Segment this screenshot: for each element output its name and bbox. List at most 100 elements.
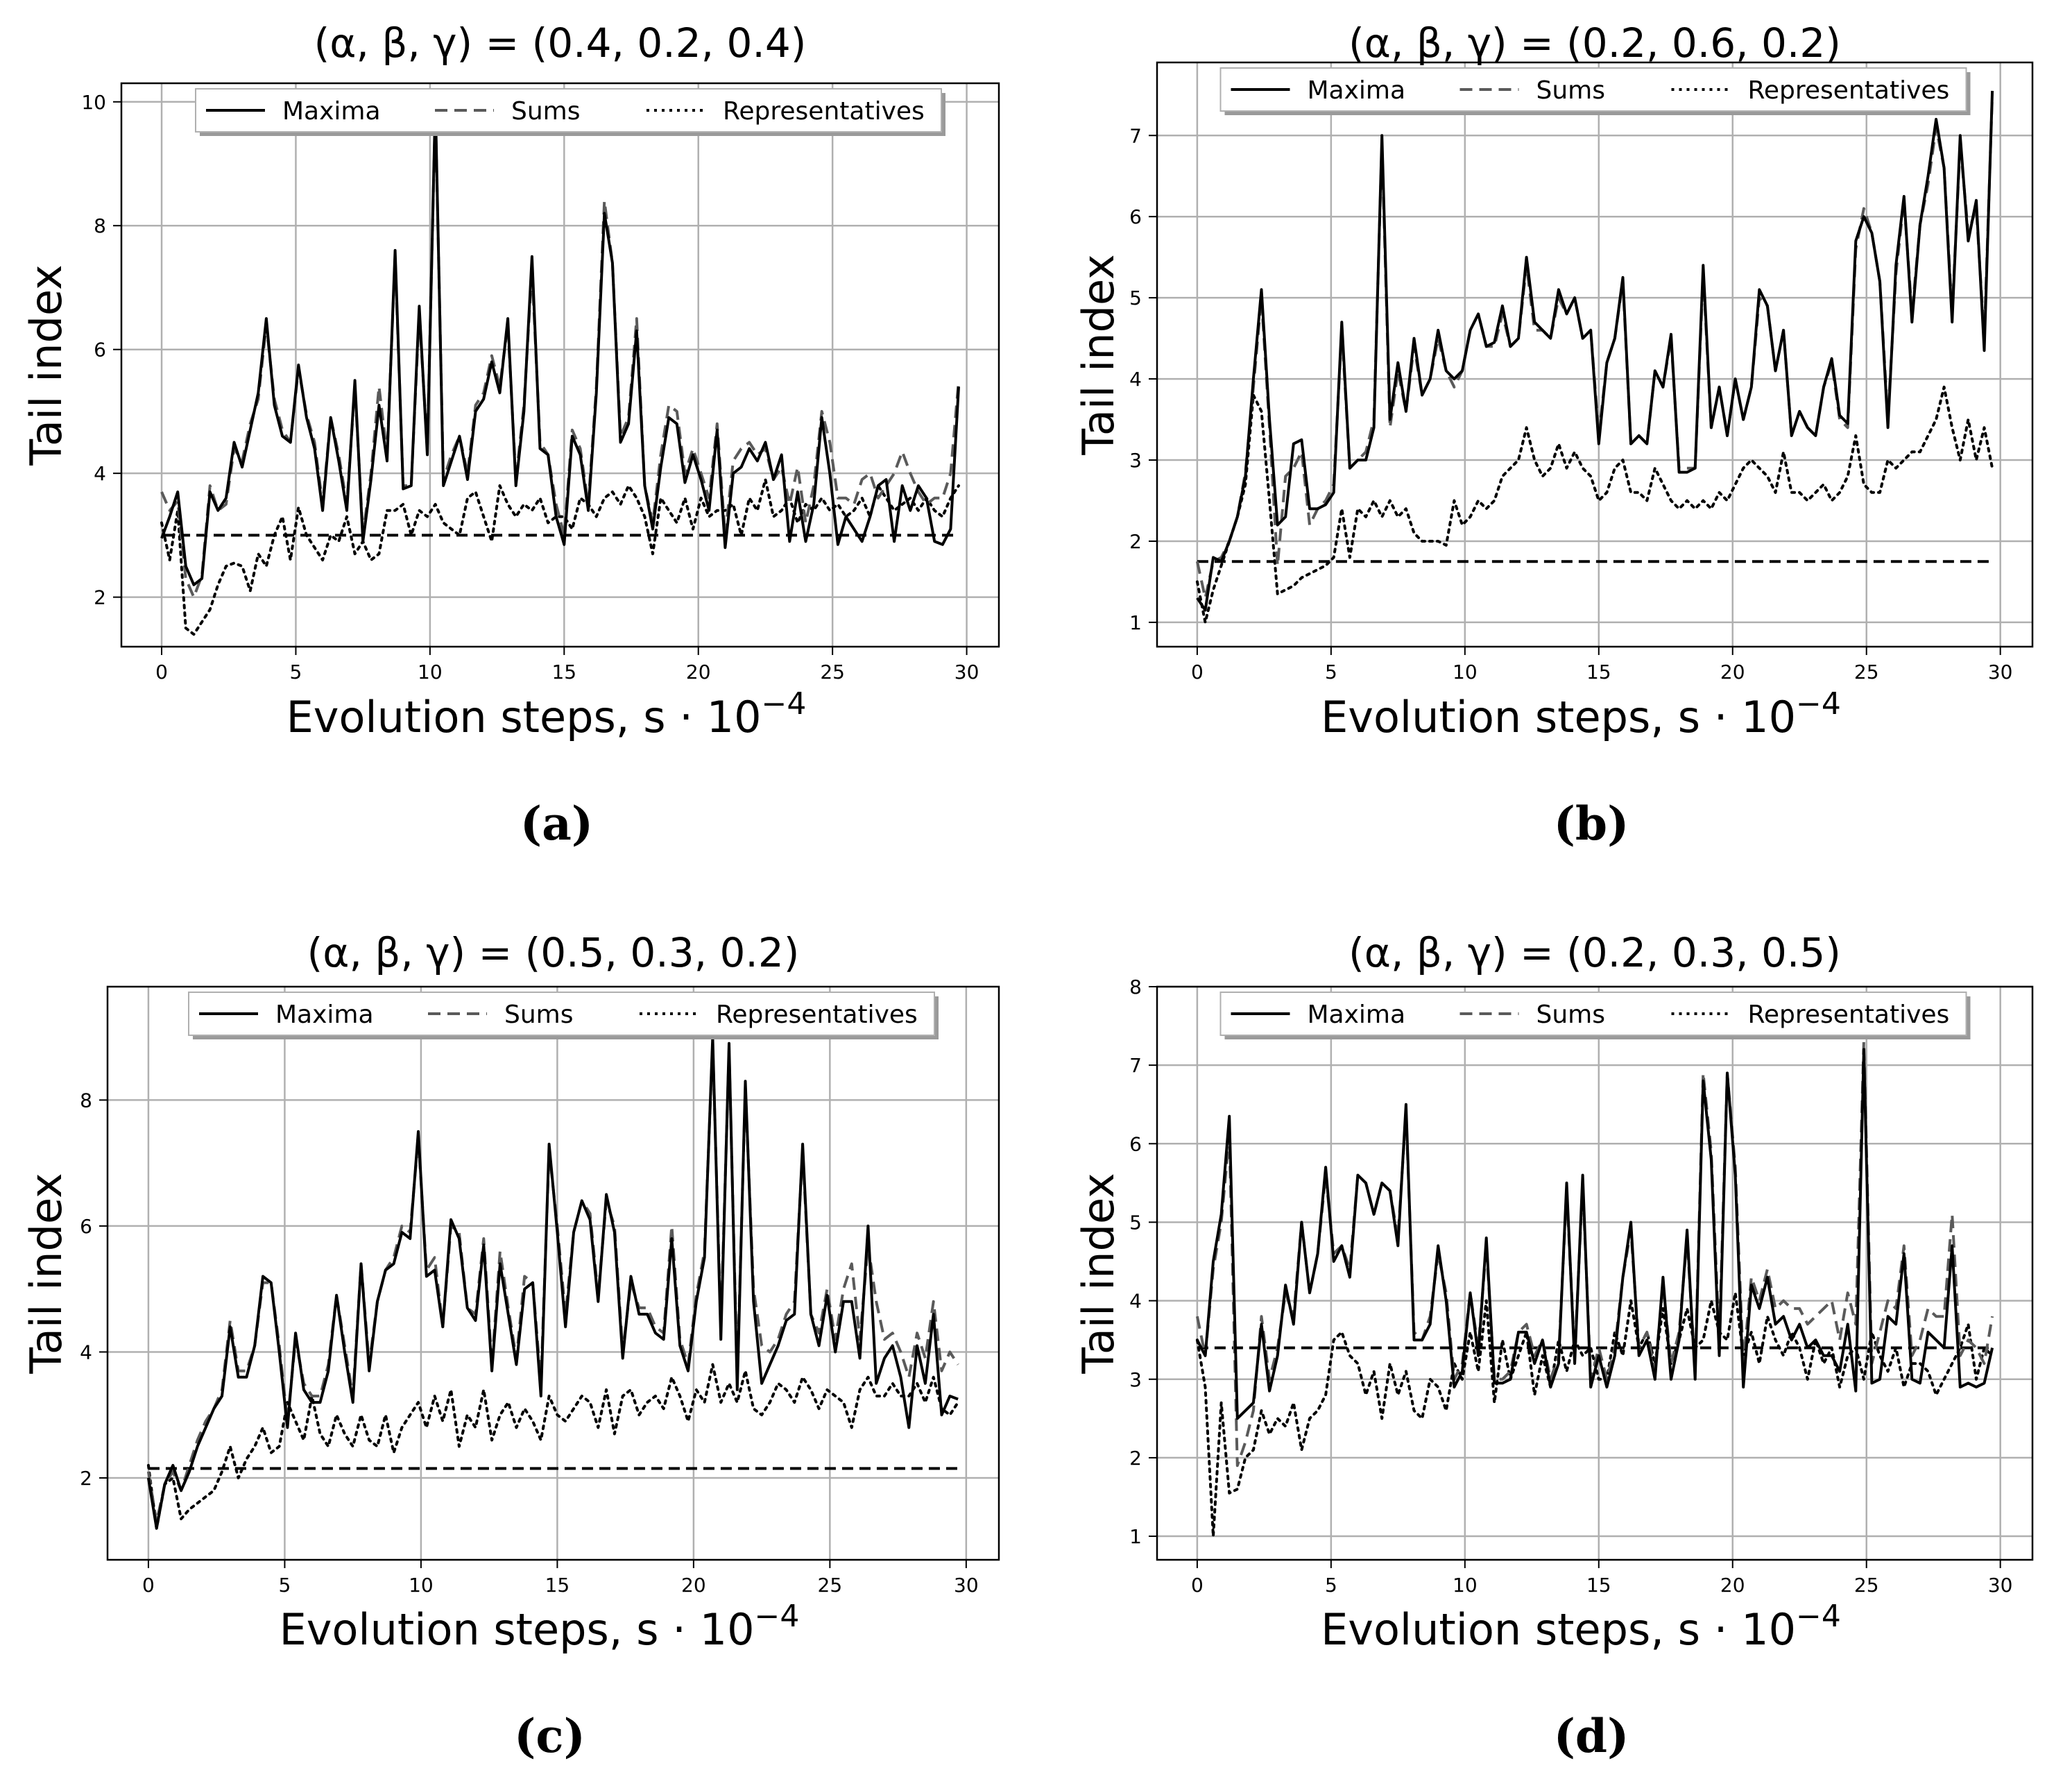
y-tick-label: 2 xyxy=(1129,1447,1142,1470)
x-tick-label: 10 xyxy=(409,1574,434,1597)
x-tick-label: 30 xyxy=(1988,661,2013,683)
chart-title: (α, β, γ) = (0.4, 0.2, 0.4) xyxy=(314,19,807,67)
series-line-maxima xyxy=(160,100,960,586)
x-axis-label: Evolution steps, s · 10−4 xyxy=(286,686,807,742)
legend-label-representatives: Representatives xyxy=(716,1001,918,1029)
chart-panel-d: 0 5 10 15 20 25 30 1 2 3 4 5 6 7 8 Maxima Sums Representa… xyxy=(1073,929,2034,1763)
y-tick-label: 10 xyxy=(81,91,106,114)
x-tick-label: 20 xyxy=(1720,661,1745,683)
y-tick-label: 4 xyxy=(94,462,106,485)
series-line-sums xyxy=(1195,94,1994,599)
y-axis-label: Tail index xyxy=(1073,254,1124,455)
chart-panel-a: 0 5 10 15 20 25 30 2 4 6 8 10 Maxima Sums Representati… xyxy=(21,19,1000,851)
x-tick-label: 10 xyxy=(418,661,443,683)
x-tick-label: 15 xyxy=(545,1574,570,1597)
panel-label: (b) xyxy=(1554,797,1629,851)
series-line-representatives xyxy=(160,478,960,636)
series-line-maxima xyxy=(1196,90,1994,612)
x-tick-label: 5 xyxy=(1325,661,1337,683)
x-tick-label: 20 xyxy=(686,661,711,683)
x-tick-label: 20 xyxy=(681,1574,706,1597)
x-tick-label: 30 xyxy=(954,661,979,683)
x-axis-label: Evolution steps, s · 10−4 xyxy=(1321,686,1841,742)
legend-label-sums: Sums xyxy=(504,1001,574,1029)
plot-frame xyxy=(106,985,1000,1561)
legend-box xyxy=(1219,992,1967,1036)
y-tick-label: 4 xyxy=(1129,368,1142,391)
x-tick-label: 30 xyxy=(1988,1574,2013,1597)
x-tick-label: 15 xyxy=(551,661,576,683)
y-tick-label: 8 xyxy=(1129,976,1142,998)
x-tick-label: 15 xyxy=(1586,1574,1611,1597)
panel-label: (d) xyxy=(1554,1709,1629,1763)
series-line-maxima xyxy=(1196,1048,1994,1420)
legend-label-sums: Sums xyxy=(1536,76,1606,105)
x-tick-label: 25 xyxy=(820,661,845,683)
x-tick-label: 5 xyxy=(1325,1574,1337,1597)
y-tick-label: 6 xyxy=(80,1215,92,1238)
y-tick-label: 5 xyxy=(1129,287,1142,309)
x-tick-label: 10 xyxy=(1453,1574,1478,1597)
x-tick-label: 0 xyxy=(155,661,168,683)
legend-label-sums: Sums xyxy=(1536,1001,1606,1029)
series-line-maxima xyxy=(146,1035,959,1530)
y-tick-label: 4 xyxy=(80,1341,92,1363)
series-line-representatives xyxy=(1195,385,1994,624)
x-axis-label: Evolution steps, s · 10−4 xyxy=(1321,1599,1841,1655)
legend-label-maxima: Maxima xyxy=(282,97,381,126)
chart-panel-b: 0 5 10 15 20 25 30 1 2 3 4 5 6 7 Maxima Sums Representat… xyxy=(1073,19,2034,851)
legend-box xyxy=(1219,67,1967,112)
y-tick-label: 1 xyxy=(1129,1525,1142,1548)
legend-label-sums: Sums xyxy=(511,97,581,126)
x-tick-label: 30 xyxy=(954,1574,979,1597)
legend-label-maxima: Maxima xyxy=(1308,76,1406,105)
y-tick-label: 5 xyxy=(1129,1211,1142,1234)
legend-label-representatives: Representatives xyxy=(723,97,925,126)
x-tick-label: 25 xyxy=(1854,1574,1879,1597)
x-tick-label: 0 xyxy=(142,1574,155,1597)
y-tick-label: 3 xyxy=(1129,1368,1142,1391)
x-tick-label: 25 xyxy=(1854,661,1879,683)
panel-label: (c) xyxy=(514,1709,585,1763)
y-tick-label: 7 xyxy=(1129,124,1142,147)
x-tick-label: 10 xyxy=(1453,661,1478,683)
plot-frame xyxy=(1156,985,2034,1561)
chart-title: (α, β, γ) = (0.5, 0.3, 0.2) xyxy=(307,929,800,976)
legend-label-representatives: Representatives xyxy=(1748,76,1950,105)
x-tick-label: 25 xyxy=(818,1574,843,1597)
y-tick-label: 6 xyxy=(94,339,106,362)
chart-title: (α, β, γ) = (0.2, 0.6, 0.2) xyxy=(1348,19,1841,67)
y-tick-label: 8 xyxy=(94,214,106,237)
panel-label: (a) xyxy=(520,797,593,851)
legend-label-maxima: Maxima xyxy=(275,1001,374,1029)
x-tick-label: 5 xyxy=(290,661,302,683)
legend-box xyxy=(195,88,942,133)
series-line-representatives xyxy=(1195,1291,1994,1538)
y-tick-label: 4 xyxy=(1129,1290,1142,1313)
legend-label-maxima: Maxima xyxy=(1308,1001,1406,1029)
x-tick-label: 15 xyxy=(1586,661,1611,683)
x-tick-label: 20 xyxy=(1720,1574,1745,1597)
chart-panel-c: 0 5 10 15 20 25 30 2 4 6 8 Maxima Sums Representative… xyxy=(21,929,1000,1763)
legend-box xyxy=(188,992,935,1036)
series-line-sums xyxy=(160,106,960,599)
y-tick-label: 6 xyxy=(1129,1132,1142,1155)
y-tick-label: 6 xyxy=(1129,205,1142,228)
y-axis-label: Tail index xyxy=(21,264,71,466)
legend-label-representatives: Representatives xyxy=(1748,1001,1950,1029)
y-tick-label: 3 xyxy=(1129,449,1142,472)
plot-frame xyxy=(120,82,1000,648)
y-tick-label: 8 xyxy=(80,1089,92,1112)
y-tick-label: 2 xyxy=(80,1467,92,1490)
x-tick-label: 5 xyxy=(279,1574,291,1597)
x-tick-label: 0 xyxy=(1191,661,1204,683)
y-axis-label: Tail index xyxy=(1073,1173,1124,1374)
y-tick-label: 2 xyxy=(94,586,106,609)
plot-frame xyxy=(1156,61,2034,648)
series-line-representatives xyxy=(146,1363,960,1530)
y-axis-label: Tail index xyxy=(21,1173,71,1374)
x-axis-label: Evolution steps, s · 10−4 xyxy=(280,1599,800,1655)
y-tick-label: 2 xyxy=(1129,530,1142,553)
y-tick-label: 1 xyxy=(1129,611,1142,634)
